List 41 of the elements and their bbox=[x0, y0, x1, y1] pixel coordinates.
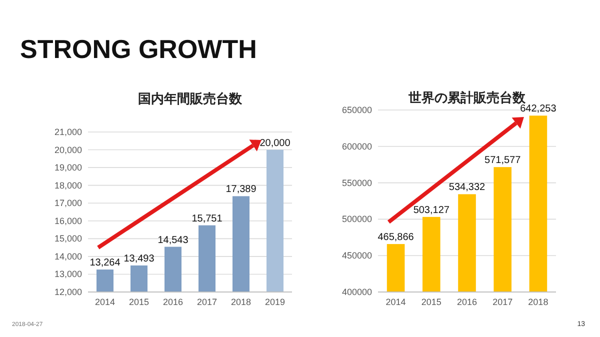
data-label: 13,493 bbox=[124, 253, 155, 264]
x-tick-label: 2015 bbox=[421, 297, 442, 307]
y-tick-label: 400000 bbox=[342, 287, 372, 297]
y-tick-label: 450000 bbox=[342, 250, 372, 261]
x-tick-label: 2017 bbox=[492, 297, 513, 307]
x-tick-label: 2017 bbox=[196, 297, 218, 307]
y-tick-label: 600000 bbox=[342, 141, 372, 152]
y-tick-label: 17,000 bbox=[54, 198, 82, 208]
data-label: 14,543 bbox=[158, 234, 189, 246]
data-label: 15,751 bbox=[192, 213, 223, 224]
x-tick-label: 2016 bbox=[456, 297, 478, 307]
y-tick-label: 15,000 bbox=[54, 234, 82, 244]
data-label: 642,253 bbox=[520, 104, 557, 115]
data-label: 534,332 bbox=[448, 182, 486, 194]
text: STRONG GROWTH bbox=[20, 34, 257, 64]
y-tick-label: 19,000 bbox=[54, 162, 82, 173]
data-label: 465,866 bbox=[378, 232, 414, 244]
data-label: 503,127 bbox=[413, 204, 450, 216]
data-label: 13,264 bbox=[90, 258, 121, 269]
x-tick-label: 2014 bbox=[386, 297, 406, 307]
y-tick-label: 12,000 bbox=[54, 287, 82, 297]
y-tick-label: 16,000 bbox=[54, 216, 82, 226]
x-tick-label: 2018 bbox=[528, 297, 548, 307]
data-label: 571,577 bbox=[484, 155, 522, 166]
y-tick-label: 20,000 bbox=[54, 144, 82, 155]
chart-title: 国内年間販売台数 bbox=[138, 91, 243, 106]
x-tick-label: 2014 bbox=[94, 297, 116, 307]
x-tick-label: 2018 bbox=[230, 297, 252, 307]
y-tick-label: 21,000 bbox=[54, 127, 82, 137]
x-tick-label: 2019 bbox=[264, 297, 286, 307]
y-tick-label: 550000 bbox=[342, 178, 372, 188]
data-label: 20,000 bbox=[260, 138, 291, 149]
x-tick-label: 2015 bbox=[128, 297, 150, 307]
chart-title: 世界の累計販売台数 bbox=[408, 90, 526, 105]
data-label: 17,389 bbox=[226, 184, 257, 196]
y-tick-label: 14,000 bbox=[54, 251, 82, 262]
y-tick-label: 13,000 bbox=[54, 269, 82, 280]
y-tick-label: 650000 bbox=[342, 105, 372, 115]
x-tick-label: 2016 bbox=[162, 297, 184, 307]
y-tick-label: 500000 bbox=[342, 214, 372, 224]
y-tick-label: 18,000 bbox=[54, 180, 82, 190]
